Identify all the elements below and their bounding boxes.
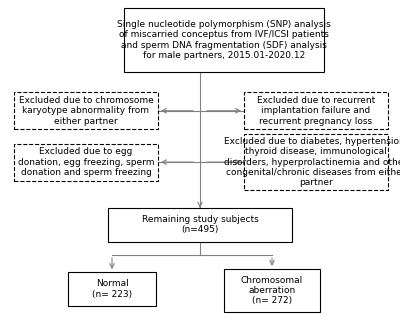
Text: Excluded due to recurrent
implantation failure and
recurrent pregnancy loss: Excluded due to recurrent implantation f…	[257, 96, 375, 126]
Text: Excluded due to diabetes, hypertension,
thyroid disease, immunological
disorders: Excluded due to diabetes, hypertension, …	[224, 137, 400, 187]
Text: Chromosomal
aberration
(n= 272): Chromosomal aberration (n= 272)	[241, 276, 303, 305]
FancyBboxPatch shape	[244, 92, 388, 129]
Text: Excluded due to chromosome
karyotype abnormality from
either partner: Excluded due to chromosome karyotype abn…	[19, 96, 153, 126]
Text: Single nucleotide polymorphism (SNP) analysis
of miscarried conceptus from IVF/I: Single nucleotide polymorphism (SNP) ana…	[117, 20, 331, 60]
Text: Excluded due to egg
donation, egg freezing, sperm
donation and sperm freezing: Excluded due to egg donation, egg freezi…	[18, 147, 154, 177]
Text: Remaining study subjects
(n=495): Remaining study subjects (n=495)	[142, 215, 258, 234]
FancyBboxPatch shape	[224, 269, 320, 312]
FancyBboxPatch shape	[108, 208, 292, 241]
FancyBboxPatch shape	[14, 92, 158, 129]
Text: Normal
(n= 223): Normal (n= 223)	[92, 279, 132, 299]
FancyBboxPatch shape	[68, 272, 156, 306]
FancyBboxPatch shape	[244, 134, 388, 190]
FancyBboxPatch shape	[124, 8, 324, 72]
FancyBboxPatch shape	[14, 144, 158, 180]
